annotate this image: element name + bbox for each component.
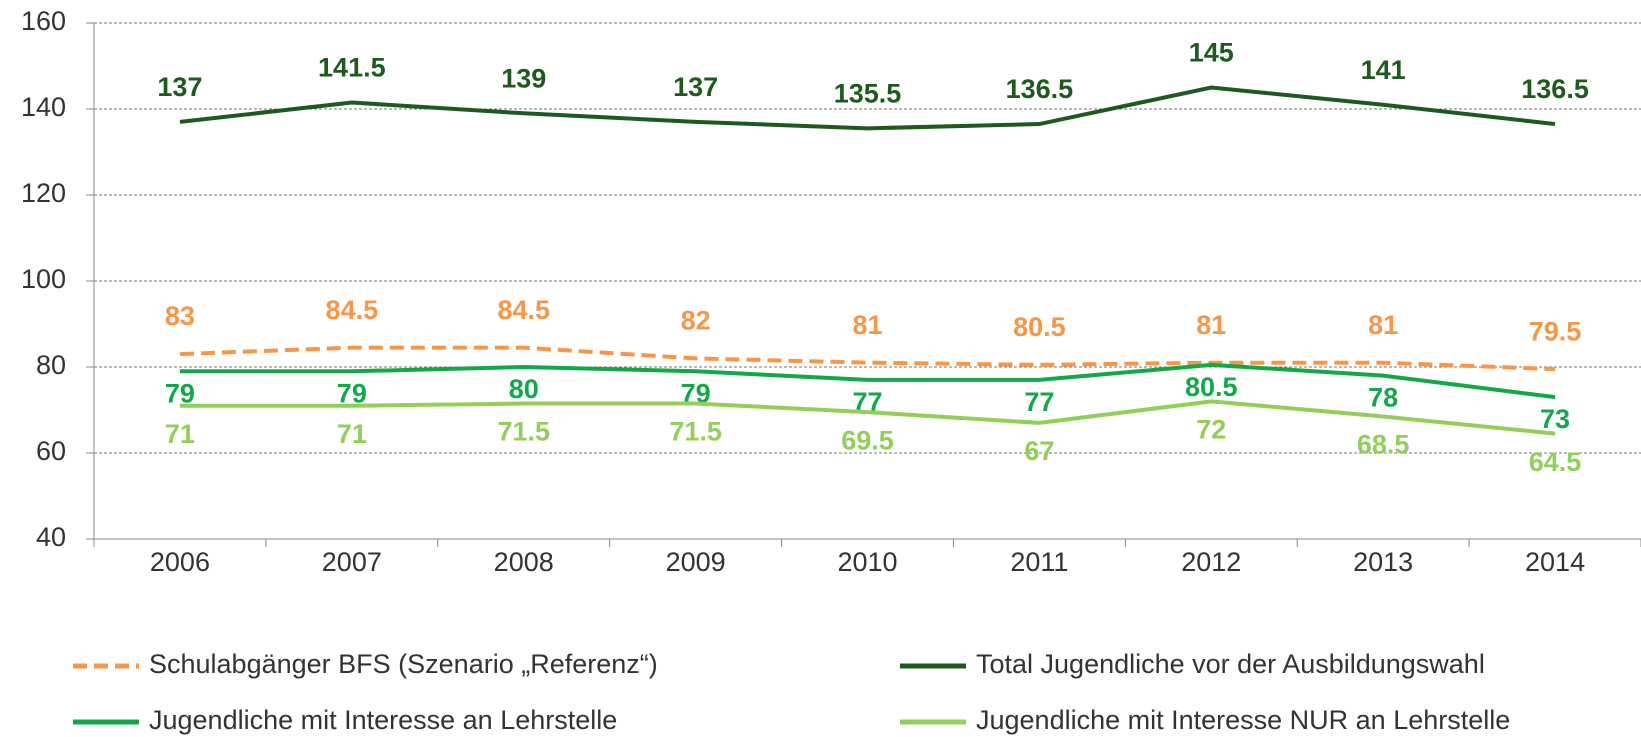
y-tick-label: 80 bbox=[36, 350, 66, 380]
series-line bbox=[179, 362, 1556, 400]
x-tick-label: 2008 bbox=[494, 547, 554, 577]
data-label: 71.5 bbox=[669, 417, 722, 447]
data-label: 137 bbox=[157, 72, 202, 102]
x-tick-label: 2014 bbox=[1525, 547, 1585, 577]
data-label: 137 bbox=[673, 72, 718, 102]
data-label: 141 bbox=[1361, 55, 1406, 85]
data-label: 72 bbox=[1196, 415, 1226, 445]
series-line bbox=[179, 345, 1556, 372]
y-tick-label: 120 bbox=[21, 178, 66, 208]
legend-label: Jugendliche mit Interesse an Lehrstelle bbox=[149, 705, 617, 735]
data-label: 80 bbox=[509, 374, 539, 404]
data-label: 84.5 bbox=[497, 295, 550, 325]
data-label: 81 bbox=[1196, 310, 1226, 340]
data-label: 136.5 bbox=[1521, 74, 1589, 104]
data-label: 81 bbox=[1368, 310, 1398, 340]
x-tick-label: 2009 bbox=[666, 547, 726, 577]
data-label: 69.5 bbox=[841, 425, 894, 455]
y-tick-label: 140 bbox=[21, 92, 66, 122]
data-label: 71 bbox=[165, 419, 195, 449]
x-tick-label: 2007 bbox=[322, 547, 382, 577]
data-label: 71.5 bbox=[497, 417, 550, 447]
x-tick-label: 2010 bbox=[837, 547, 897, 577]
series-line bbox=[179, 399, 1556, 436]
y-tick-label: 160 bbox=[21, 6, 66, 36]
series-line bbox=[179, 85, 1556, 131]
data-label: 139 bbox=[501, 63, 546, 93]
data-label: 135.5 bbox=[834, 78, 902, 108]
data-label: 67 bbox=[1024, 436, 1054, 466]
x-tick-label: 2011 bbox=[1010, 547, 1068, 577]
data-label: 136.5 bbox=[1006, 74, 1074, 104]
data-label: 84.5 bbox=[326, 295, 379, 325]
data-label: 79 bbox=[337, 378, 367, 408]
data-label: 79 bbox=[165, 378, 195, 408]
data-label: 80.5 bbox=[1185, 372, 1238, 402]
data-label: 81 bbox=[852, 310, 882, 340]
data-label: 80.5 bbox=[1013, 312, 1066, 342]
data-label: 79.5 bbox=[1529, 316, 1582, 346]
legend-label: Total Jugendliche vor der Ausbildungswah… bbox=[976, 649, 1485, 679]
x-tick-label: 2012 bbox=[1181, 547, 1241, 577]
y-tick-label: 100 bbox=[21, 264, 66, 294]
y-tick-label: 60 bbox=[36, 436, 66, 466]
x-tick-label: 2013 bbox=[1353, 547, 1413, 577]
data-label: 64.5 bbox=[1529, 447, 1582, 477]
data-label: 78 bbox=[1368, 383, 1398, 413]
legend-label: Jugendliche mit Interesse NUR an Lehrste… bbox=[976, 705, 1510, 735]
x-tick-label: 2006 bbox=[150, 547, 210, 577]
data-label: 68.5 bbox=[1357, 430, 1410, 460]
data-label: 71 bbox=[337, 419, 367, 449]
data-label: 83 bbox=[165, 301, 195, 331]
data-label: 73 bbox=[1540, 404, 1570, 434]
data-label: 141.5 bbox=[318, 53, 386, 83]
y-tick-label: 40 bbox=[36, 522, 66, 552]
data-label: 77 bbox=[1024, 387, 1054, 417]
data-label: 145 bbox=[1189, 38, 1234, 68]
data-label: 82 bbox=[681, 306, 711, 336]
legend-label: Schulabgänger BFS (Szenario „Referenz“) bbox=[149, 649, 658, 679]
